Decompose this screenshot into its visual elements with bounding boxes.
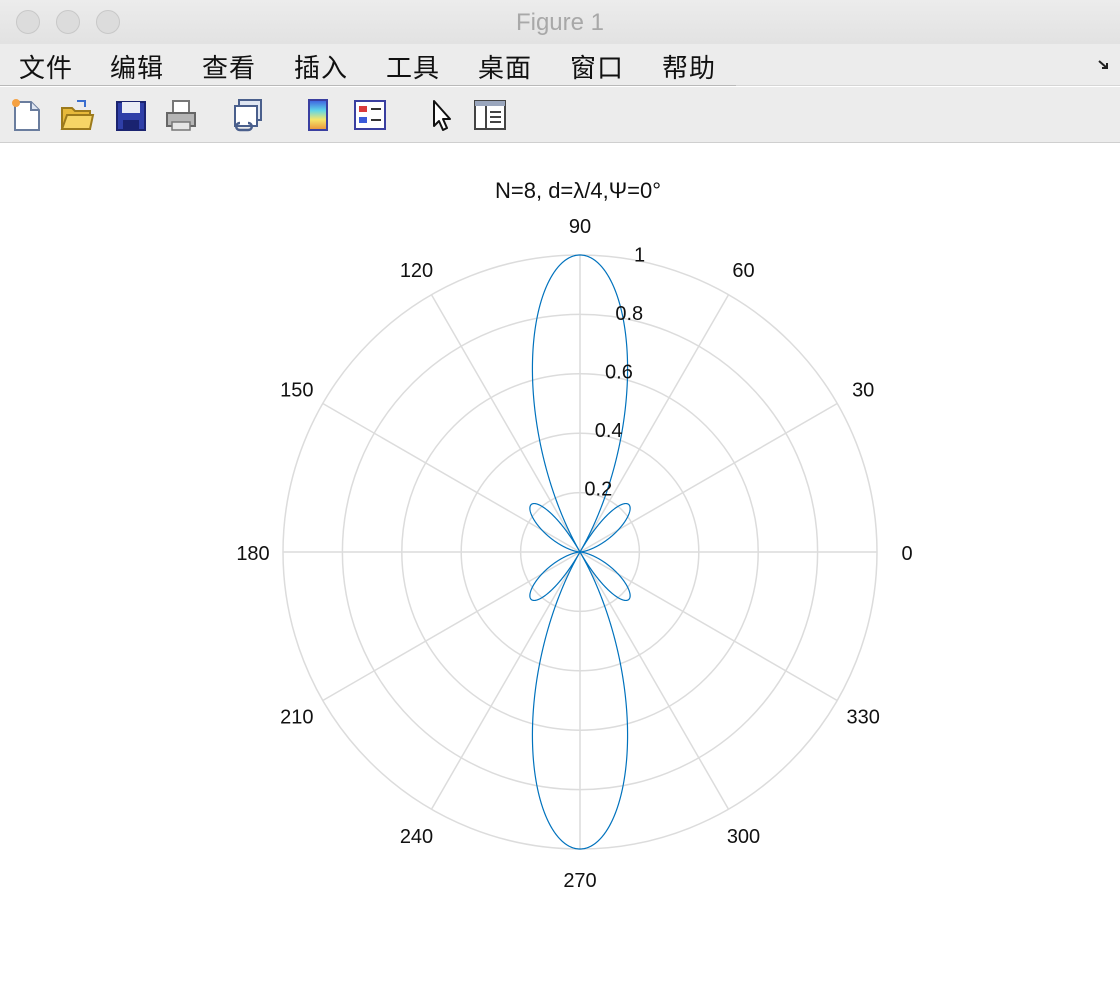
save-icon[interactable] <box>113 96 149 134</box>
theta-tick-label: 210 <box>280 707 313 729</box>
menu-divider-right <box>736 85 1120 86</box>
legend-icon[interactable] <box>352 96 388 134</box>
theta-tick-label: 60 <box>732 260 754 282</box>
theta-grid-spoke <box>579 551 838 702</box>
theta-tick-label: 270 <box>563 870 596 892</box>
menu-desktop[interactable]: 桌面 <box>478 54 533 84</box>
dock-arrow-icon[interactable] <box>1097 58 1111 75</box>
plot-title: N=8, d=λ/4,Ψ=0° <box>495 178 661 203</box>
figure-canvas <box>0 143 1120 986</box>
menu-insert[interactable]: 插入 <box>294 54 349 84</box>
print-icon[interactable] <box>163 96 199 134</box>
theta-tick-label: 30 <box>852 380 874 402</box>
colorbar-icon[interactable] <box>300 96 336 134</box>
link-plot-icon[interactable] <box>231 96 267 134</box>
open-file-icon[interactable] <box>59 96 95 134</box>
theta-tick-label: 300 <box>727 826 760 848</box>
theta-grid-spoke <box>322 402 581 553</box>
radiation-pattern-line <box>529 254 631 850</box>
theta-tick-label: 240 <box>400 826 433 848</box>
menu-view[interactable]: 查看 <box>202 54 257 84</box>
r-tick-label: 0.6 <box>605 362 633 384</box>
edit-plot-pointer-icon[interactable] <box>424 96 460 134</box>
new-figure-icon[interactable] <box>9 96 45 134</box>
menu-bar <box>0 44 1120 86</box>
window-title: Figure 1 <box>515 9 605 36</box>
theta-tick-label: 180 <box>236 543 269 565</box>
theta-tick-label: 0 <box>901 543 912 565</box>
r-tick-label: 0.4 <box>595 420 623 442</box>
zoom-window-button[interactable] <box>96 10 120 34</box>
theta-grid-spoke <box>579 294 730 553</box>
theta-grid-spoke <box>579 551 730 810</box>
theta-tick-label: 330 <box>847 707 880 729</box>
theta-tick-label: 150 <box>280 380 313 402</box>
property-inspector-icon[interactable] <box>472 96 508 134</box>
theta-grid-spoke <box>579 402 838 553</box>
menu-file[interactable]: 文件 <box>19 54 74 84</box>
theta-grid-spoke <box>430 294 581 553</box>
minimize-window-button[interactable] <box>56 10 80 34</box>
theta-grid-spoke <box>430 551 581 810</box>
r-tick-label: 1 <box>634 245 645 267</box>
menu-edit[interactable]: 编辑 <box>110 54 165 84</box>
menu-help[interactable]: 帮助 <box>662 54 717 84</box>
menu-window[interactable]: 窗口 <box>570 54 625 84</box>
close-window-button[interactable] <box>16 10 40 34</box>
menu-tools[interactable]: 工具 <box>386 54 441 84</box>
menu-divider <box>0 85 736 86</box>
theta-tick-label: 90 <box>569 216 591 238</box>
r-tick-label: 0.8 <box>615 303 643 325</box>
theta-tick-label: 120 <box>400 260 433 282</box>
theta-grid-spoke <box>322 551 581 702</box>
polar-tick-labels: 0 30 60 90 120 150 180 210 240 270 300 330 0.2 0.4 0.6… <box>236 216 912 892</box>
r-tick-label: 0.2 <box>584 479 612 501</box>
polar-grid <box>282 254 878 850</box>
